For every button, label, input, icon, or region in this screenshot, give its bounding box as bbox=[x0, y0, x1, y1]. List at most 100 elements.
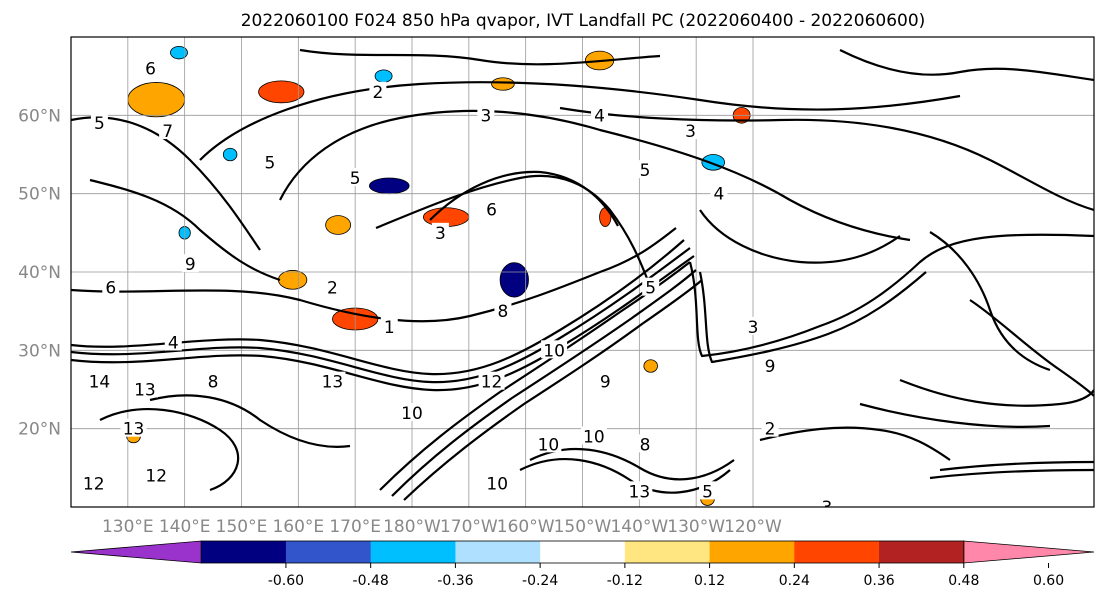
contour-label-bg bbox=[369, 81, 387, 100]
filled-regions bbox=[126, 46, 751, 506]
contour-label-bg bbox=[591, 105, 609, 124]
colorbar: -0.60 -0.48 -0.36 -0.24 -0.12 0.12 0.24 0.36 0.4… bbox=[70, 540, 1095, 589]
contour-line bbox=[429, 170, 619, 227]
contour-label-bg bbox=[261, 152, 279, 171]
x-tick-label: 140°W bbox=[610, 517, 668, 537]
contour-label-bg bbox=[120, 418, 147, 437]
contour-label-bg bbox=[431, 222, 449, 241]
contour-label-bg bbox=[535, 434, 562, 453]
contour-label-bg bbox=[399, 403, 425, 421]
colorbar-swatch bbox=[455, 541, 541, 563]
colorbar-tick-label: -0.12 bbox=[607, 573, 643, 589]
filled-region bbox=[325, 215, 352, 235]
contour-label-bg bbox=[699, 481, 717, 500]
contour-label: 14 bbox=[89, 373, 111, 393]
contour-label: 5 bbox=[702, 482, 713, 502]
qvapor-contours bbox=[71, 48, 1094, 501]
contour-line bbox=[559, 106, 1094, 212]
x-tick-label: 120°W bbox=[724, 517, 782, 537]
colorbar-tick-label: 0.60 bbox=[1033, 573, 1064, 589]
contour-label: 7 bbox=[162, 122, 173, 142]
colorbar-extend-low bbox=[70, 540, 202, 564]
contour-line bbox=[299, 48, 661, 66]
contour-label-bg bbox=[494, 301, 512, 320]
x-tick-label: 160°E bbox=[272, 517, 324, 537]
contour-label: 13 bbox=[629, 482, 651, 502]
contour-line bbox=[199, 81, 961, 161]
colorbar-extend-high bbox=[963, 540, 1095, 564]
colorbar-tick-label: -0.60 bbox=[268, 573, 304, 589]
contour-line bbox=[391, 269, 697, 497]
filled-region bbox=[222, 147, 238, 162]
filled-region bbox=[127, 82, 186, 118]
contour-line bbox=[529, 447, 735, 481]
contour-label: 4 bbox=[168, 334, 179, 354]
x-tick-label: 170°W bbox=[440, 517, 498, 537]
contour-label-bg bbox=[626, 481, 653, 500]
contour-label: 10 bbox=[486, 475, 508, 495]
colorbar-tick-label: 0.12 bbox=[694, 573, 725, 589]
contour-line bbox=[698, 271, 927, 364]
colorbar-tick-label: 0.48 bbox=[948, 573, 979, 589]
colorbar-tick-label: -0.24 bbox=[522, 573, 558, 589]
contour-label-bg bbox=[636, 434, 654, 453]
contour-line bbox=[403, 279, 703, 501]
map-frame bbox=[70, 36, 1095, 508]
contour-line bbox=[149, 394, 351, 448]
contour-line bbox=[71, 239, 685, 376]
contour-label-bg bbox=[744, 316, 762, 335]
contour-label-bg bbox=[181, 254, 199, 273]
contour-label: 13 bbox=[134, 381, 156, 401]
contour-line bbox=[99, 408, 240, 492]
colorbar-swatch bbox=[709, 541, 795, 563]
contour-label: 6 bbox=[486, 200, 497, 220]
contour-label-bg bbox=[319, 371, 346, 390]
contour-label: 3 bbox=[435, 224, 446, 244]
colorbar-swatch bbox=[624, 541, 711, 563]
contour-line bbox=[939, 460, 1094, 472]
contour-label-bg bbox=[143, 465, 170, 484]
contour-label: 5 bbox=[350, 169, 361, 189]
contour-line bbox=[279, 109, 911, 242]
contour-label: 9 bbox=[600, 373, 611, 393]
contour-label: 3 bbox=[685, 122, 696, 142]
contour-label: 4 bbox=[594, 106, 605, 126]
contour-label: 3 bbox=[821, 498, 832, 518]
contour-line bbox=[899, 378, 1094, 407]
contour-label-bg bbox=[80, 473, 107, 492]
filled-region bbox=[643, 359, 658, 373]
contour-label-bg bbox=[380, 316, 398, 335]
x-tick-label: 170°E bbox=[329, 517, 381, 537]
colorbar-tick-label: 0.24 bbox=[779, 573, 810, 589]
contour-label-bg bbox=[90, 113, 108, 132]
contour-label-bg bbox=[346, 168, 364, 186]
contour-label: 5 bbox=[265, 153, 276, 173]
chart-title: 2022060100 F024 850 hPa qvapor, IVT Land… bbox=[241, 11, 926, 31]
contour-label: 12 bbox=[145, 467, 167, 487]
contour-label-bg bbox=[681, 121, 699, 139]
contour-label-bg bbox=[86, 371, 113, 390]
y-tick-label: 40°N bbox=[18, 263, 61, 283]
filled-region bbox=[491, 77, 515, 91]
contour-label-bg bbox=[142, 58, 160, 77]
contour-label: 10 bbox=[583, 428, 605, 448]
x-tick-label: 180°W bbox=[383, 517, 441, 537]
contour-label-bg bbox=[131, 379, 158, 398]
contour-label: 10 bbox=[401, 404, 423, 424]
contour-line bbox=[375, 174, 652, 287]
x-tick-label: 160°W bbox=[497, 517, 555, 537]
colorbar-swatch bbox=[201, 541, 287, 563]
contour-label: 2 bbox=[372, 83, 383, 103]
contour-label-bg bbox=[164, 332, 182, 351]
contour-line bbox=[839, 49, 1094, 82]
contour-label-bg bbox=[483, 199, 501, 218]
contour-label: 5 bbox=[640, 161, 651, 181]
filled-region bbox=[278, 270, 308, 290]
contour-label-bg bbox=[204, 371, 222, 390]
y-tick-label: 20°N bbox=[18, 420, 61, 440]
contour-label-bg bbox=[102, 277, 120, 296]
colorbar-tick-label: -0.48 bbox=[353, 573, 389, 589]
x-tick-label: 140°E bbox=[159, 517, 211, 537]
filled-region bbox=[368, 177, 410, 195]
